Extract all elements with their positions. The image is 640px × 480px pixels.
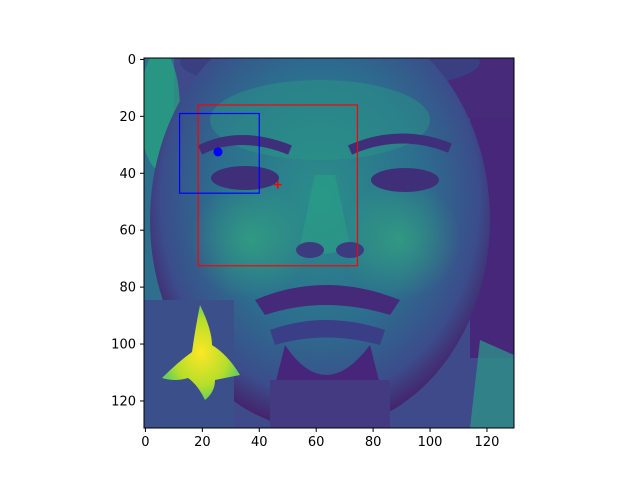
x-tick-label: 100	[418, 435, 443, 450]
x-tick-label: 20	[194, 435, 211, 450]
y-tick-label: 60	[119, 224, 136, 239]
x-tick-label: 0	[141, 435, 149, 450]
x-tick-label: 80	[365, 435, 382, 450]
y-axis: 0 20 40 60 80 100 120	[111, 53, 144, 409]
axes-frame	[143, 57, 515, 429]
red-box	[197, 104, 359, 267]
image-heatmap	[144, 58, 514, 428]
y-tick-label: 20	[119, 110, 136, 125]
blue-box	[178, 112, 260, 194]
x-tick-label: 40	[251, 435, 268, 450]
x-tick-label: 60	[308, 435, 325, 450]
overlay-group	[178, 104, 359, 267]
blue-dot	[213, 147, 223, 157]
y-tick-label: 40	[119, 167, 136, 182]
x-tick-label: 120	[475, 435, 500, 450]
y-tick-label: 0	[128, 53, 136, 68]
x-axis: 0 20 40 60 80 100 120	[141, 428, 499, 450]
y-tick-label: 80	[119, 281, 136, 296]
red-plus	[273, 180, 282, 189]
y-tick-label: 120	[111, 394, 136, 409]
y-tick-label: 100	[111, 338, 136, 353]
